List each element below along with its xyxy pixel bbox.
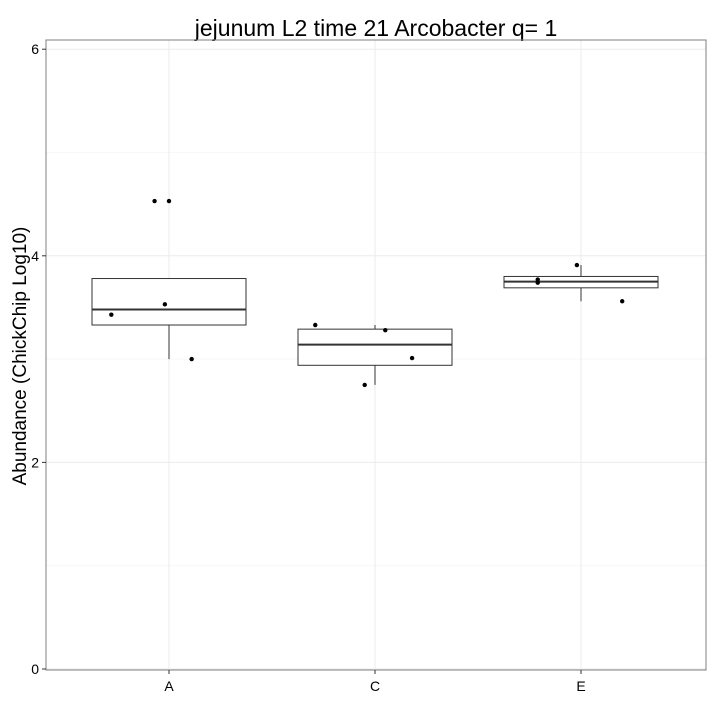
y-axis-title: Abundance (ChickChip Log10) — [10, 227, 31, 486]
axes: 0 2 4 6 A C E — [31, 41, 585, 694]
box-e — [503, 265, 659, 302]
y-tick-label: 6 — [31, 41, 39, 57]
chart-title: jejunum L2 time 21 Arcobacter q= 1 — [194, 15, 557, 41]
iqr-box — [91, 278, 247, 326]
data-point-a — [166, 198, 172, 204]
x-tick-label: A — [164, 678, 174, 694]
data-points — [109, 198, 625, 388]
data-point-e — [535, 277, 540, 282]
data-point-a — [152, 198, 157, 204]
y-tick-label: 4 — [31, 248, 39, 264]
y-tick-label: 2 — [31, 454, 39, 470]
data-point-a — [109, 312, 114, 317]
box-a — [91, 278, 247, 360]
x-tick-label: E — [576, 678, 585, 694]
boxes — [91, 265, 659, 385]
data-point-c — [383, 327, 388, 333]
data-point-e — [535, 280, 540, 285]
data-point-a — [189, 356, 194, 362]
y-tick-label: 0 — [31, 661, 39, 677]
data-point-c — [362, 382, 367, 388]
data-point-e — [620, 299, 625, 304]
box-c — [297, 325, 453, 385]
data-point-c — [313, 322, 318, 328]
x-tick-label: C — [370, 678, 380, 694]
data-point-e — [574, 262, 580, 268]
data-point-c — [409, 355, 415, 361]
plot-panel-border — [45, 39, 707, 671]
data-point-a — [162, 302, 168, 307]
iqr-box — [297, 328, 453, 366]
